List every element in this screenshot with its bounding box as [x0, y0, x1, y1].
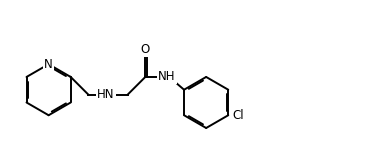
- Text: O: O: [141, 43, 150, 56]
- Text: NH: NH: [158, 70, 176, 83]
- Text: HN: HN: [97, 88, 115, 101]
- Text: Cl: Cl: [232, 109, 244, 122]
- Text: N: N: [44, 58, 53, 71]
